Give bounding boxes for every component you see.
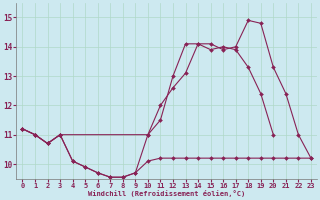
X-axis label: Windchill (Refroidissement éolien,°C): Windchill (Refroidissement éolien,°C) [88, 190, 245, 197]
